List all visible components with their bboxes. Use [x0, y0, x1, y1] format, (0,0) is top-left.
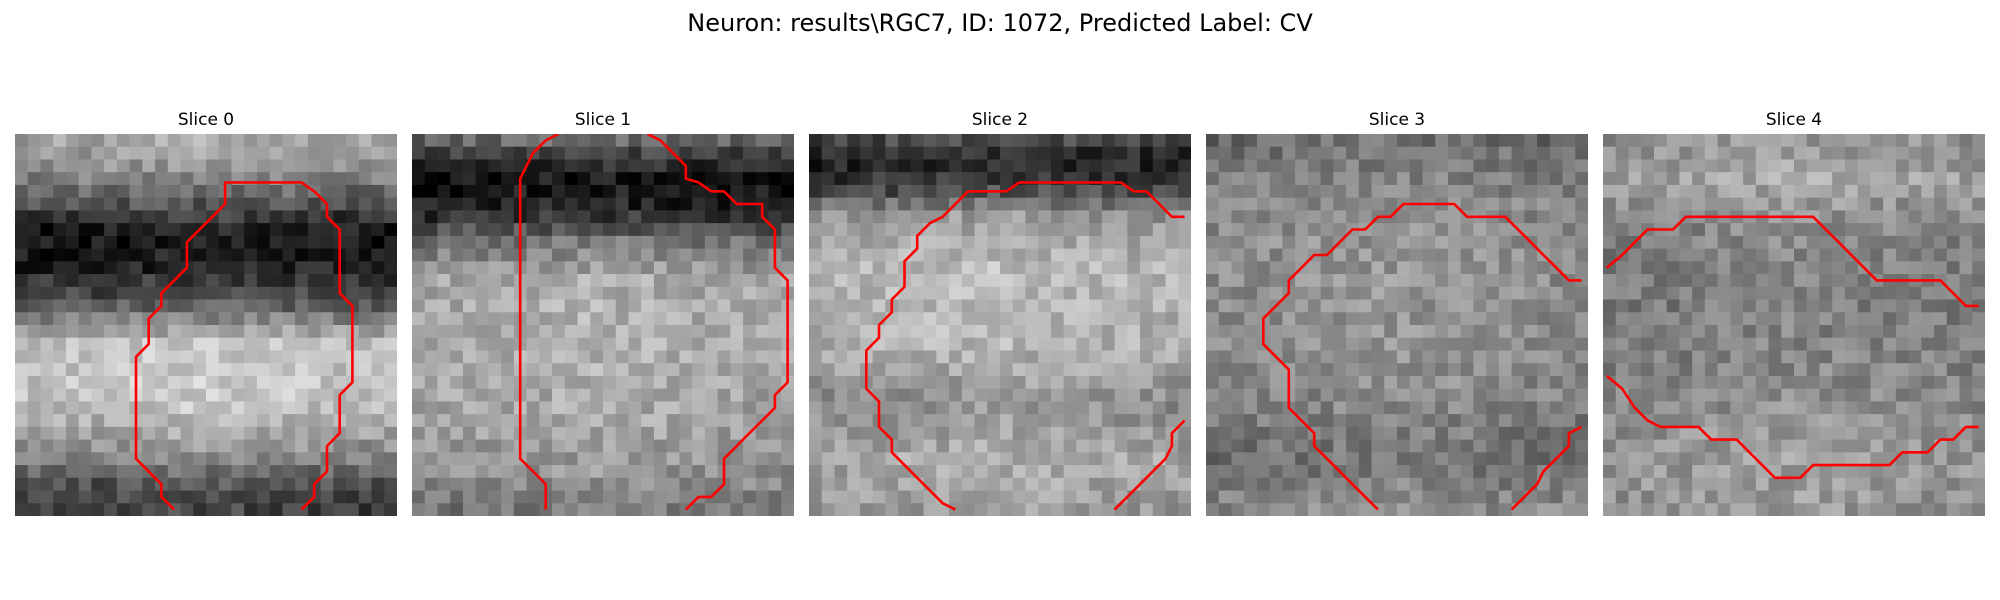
panel-slice-4 — [1603, 134, 1985, 516]
panel-title-slice-4: Slice 4 — [1765, 110, 1823, 130]
panel-slice-0 — [15, 134, 397, 516]
pixel-grid — [1206, 134, 1588, 516]
panel-title-slice-1: Slice 1 — [574, 110, 632, 130]
panel-title-slice-0: Slice 0 — [177, 110, 235, 130]
contour-line-0 — [134, 181, 354, 511]
contour-line-1 — [1510, 425, 1583, 511]
slice-3-image — [1206, 134, 1588, 516]
panel-slice-3 — [1206, 134, 1588, 516]
pixel-grid — [809, 134, 1191, 516]
pixel-grid — [1603, 134, 1985, 516]
contour-line-0 — [864, 181, 1185, 511]
contour-line-1 — [1605, 374, 1979, 480]
slice-4-image — [1603, 134, 1985, 516]
contour-line-0 — [1605, 215, 1979, 308]
contour-line-0 — [518, 134, 559, 510]
panel-slice-1 — [412, 134, 794, 516]
slice-1-image — [412, 134, 794, 516]
pixel-grid — [15, 134, 397, 516]
figure-title: Neuron: results\RGC7, ID: 1072, Predicte… — [687, 9, 1313, 37]
slice-2-image — [809, 134, 1191, 516]
panel-slice-2 — [809, 134, 1191, 516]
pixel-grid — [412, 134, 794, 516]
contour-line-0 — [1261, 202, 1582, 511]
panel-title-slice-2: Slice 2 — [971, 110, 1029, 130]
slice-0-image — [15, 134, 397, 516]
panel-title-slice-3: Slice 3 — [1368, 110, 1426, 130]
contour-line-1 — [1113, 419, 1186, 511]
contour-line-1 — [647, 134, 789, 511]
